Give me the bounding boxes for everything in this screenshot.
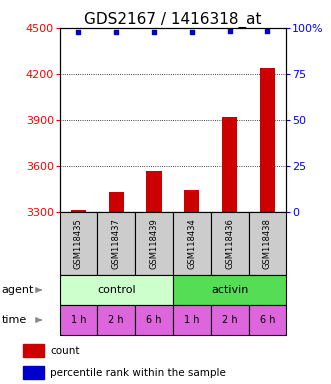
Bar bbox=[184, 190, 199, 212]
Bar bbox=[147, 171, 162, 212]
Bar bbox=[222, 117, 237, 212]
Point bbox=[227, 28, 232, 34]
Text: GSM118437: GSM118437 bbox=[112, 218, 121, 269]
Bar bbox=[109, 192, 124, 212]
Bar bbox=[60, 212, 97, 275]
Text: 1 h: 1 h bbox=[71, 315, 86, 325]
Bar bbox=[97, 212, 135, 275]
Bar bbox=[211, 212, 249, 275]
Bar bbox=[173, 275, 286, 305]
Point bbox=[151, 28, 157, 35]
Text: 2 h: 2 h bbox=[109, 315, 124, 325]
Text: 2 h: 2 h bbox=[222, 315, 237, 325]
Point bbox=[114, 28, 119, 35]
Text: GSM118439: GSM118439 bbox=[150, 218, 159, 269]
Text: agent: agent bbox=[2, 285, 34, 295]
Bar bbox=[135, 305, 173, 335]
Bar bbox=[260, 68, 275, 212]
Bar bbox=[97, 305, 135, 335]
Bar bbox=[71, 210, 86, 212]
Text: GSM118434: GSM118434 bbox=[187, 218, 196, 269]
Text: activin: activin bbox=[211, 285, 248, 295]
Point bbox=[76, 28, 81, 35]
Text: control: control bbox=[97, 285, 136, 295]
Bar bbox=[60, 275, 173, 305]
Bar bbox=[249, 212, 286, 275]
Bar bbox=[23, 344, 44, 357]
Text: GSM118436: GSM118436 bbox=[225, 218, 234, 269]
Point bbox=[189, 28, 195, 35]
Bar bbox=[23, 366, 44, 379]
Text: GSM118438: GSM118438 bbox=[263, 218, 272, 269]
Title: GDS2167 / 1416318_at: GDS2167 / 1416318_at bbox=[84, 12, 262, 28]
Text: 6 h: 6 h bbox=[146, 315, 162, 325]
Text: 1 h: 1 h bbox=[184, 315, 200, 325]
Text: count: count bbox=[50, 346, 79, 356]
Bar bbox=[211, 305, 249, 335]
Bar bbox=[135, 212, 173, 275]
Bar bbox=[60, 305, 97, 335]
Text: percentile rank within the sample: percentile rank within the sample bbox=[50, 367, 226, 377]
Text: time: time bbox=[2, 315, 27, 325]
Text: GSM118435: GSM118435 bbox=[74, 218, 83, 269]
Text: 6 h: 6 h bbox=[260, 315, 275, 325]
Bar bbox=[173, 212, 211, 275]
Point bbox=[265, 28, 270, 34]
Bar bbox=[173, 305, 211, 335]
Bar bbox=[249, 305, 286, 335]
